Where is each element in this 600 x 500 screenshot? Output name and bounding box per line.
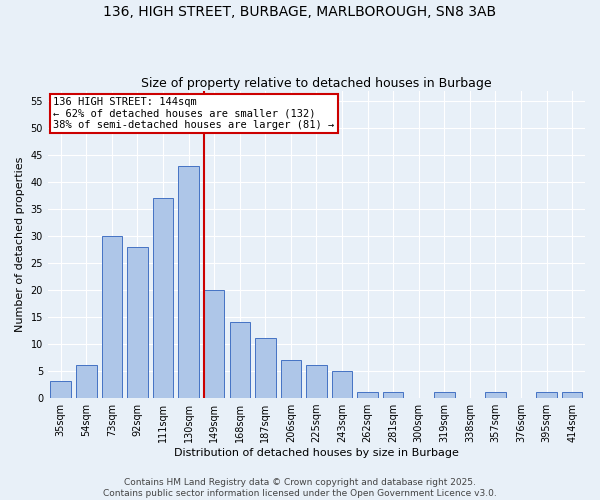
Text: Contains HM Land Registry data © Crown copyright and database right 2025.
Contai: Contains HM Land Registry data © Crown c… (103, 478, 497, 498)
Bar (76, 366, 97, 398)
Bar (383, 392, 403, 398)
Bar (485, 392, 506, 398)
Bar (101, 236, 122, 398)
Bar (358, 392, 378, 398)
Bar (536, 392, 557, 398)
Bar (153, 198, 173, 398)
Bar (204, 290, 224, 398)
X-axis label: Distribution of detached houses by size in Burbage: Distribution of detached houses by size … (174, 448, 459, 458)
Bar (562, 392, 583, 398)
Bar (50, 382, 71, 398)
Bar (230, 322, 250, 398)
Text: 136, HIGH STREET, BURBAGE, MARLBOROUGH, SN8 3AB: 136, HIGH STREET, BURBAGE, MARLBOROUGH, … (103, 5, 497, 19)
Y-axis label: Number of detached properties: Number of detached properties (15, 156, 25, 332)
Text: 136 HIGH STREET: 144sqm
← 62% of detached houses are smaller (132)
38% of semi-d: 136 HIGH STREET: 144sqm ← 62% of detache… (53, 97, 335, 130)
Bar (332, 370, 352, 398)
Bar (178, 166, 199, 398)
Title: Size of property relative to detached houses in Burbage: Size of property relative to detached ho… (141, 76, 492, 90)
Bar (127, 247, 148, 398)
Bar (255, 338, 275, 398)
Bar (281, 360, 301, 398)
Bar (306, 366, 326, 398)
Bar (434, 392, 455, 398)
